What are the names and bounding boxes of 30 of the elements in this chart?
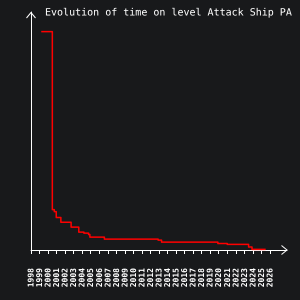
x-tick-label: 1998 <box>26 268 36 288</box>
x-tick-label: 2004 <box>78 268 87 288</box>
x-tick-label: 2016 <box>180 268 190 288</box>
x-tick-label: 2012 <box>146 268 155 288</box>
x-tick-label: 2017 <box>188 268 198 288</box>
x-tick-label: 2020 <box>214 268 224 288</box>
x-tick-label: 1999 <box>35 268 44 288</box>
x-tick-label: 2001 <box>52 268 62 288</box>
x-tick-label: 2026 <box>265 268 274 288</box>
x-tick-label: 2000 <box>44 268 53 288</box>
x-tick-label: 2024 <box>248 268 258 288</box>
x-tick-label: 2025 <box>256 268 266 288</box>
x-tick-label: 2023 <box>240 268 249 288</box>
x-tick-label: 2008 <box>112 268 121 288</box>
x-tick-label: 2021 <box>222 268 232 288</box>
x-tick-label: 2014 <box>163 268 172 288</box>
x-tick-label: 2005 <box>86 268 96 288</box>
x-tick-label: 2002 <box>60 268 70 288</box>
chart-title: Evolution of time on level Attack Ship PA <box>45 8 292 18</box>
x-tick-label: 2010 <box>128 268 138 288</box>
x-tick-label: 2003 <box>69 268 78 288</box>
x-tick-label: 2013 <box>154 268 164 288</box>
x-tick-label: 2018 <box>197 268 206 288</box>
x-tick-label: 2009 <box>120 268 130 288</box>
x-tick-label: 2019 <box>206 268 215 288</box>
x-tick-label: 2011 <box>137 268 146 288</box>
x-tick-label: 2015 <box>172 268 181 288</box>
x-tick-label: 2007 <box>103 268 112 288</box>
x-tick-label: 2006 <box>94 268 104 288</box>
x-tick-label: 2022 <box>231 268 240 288</box>
